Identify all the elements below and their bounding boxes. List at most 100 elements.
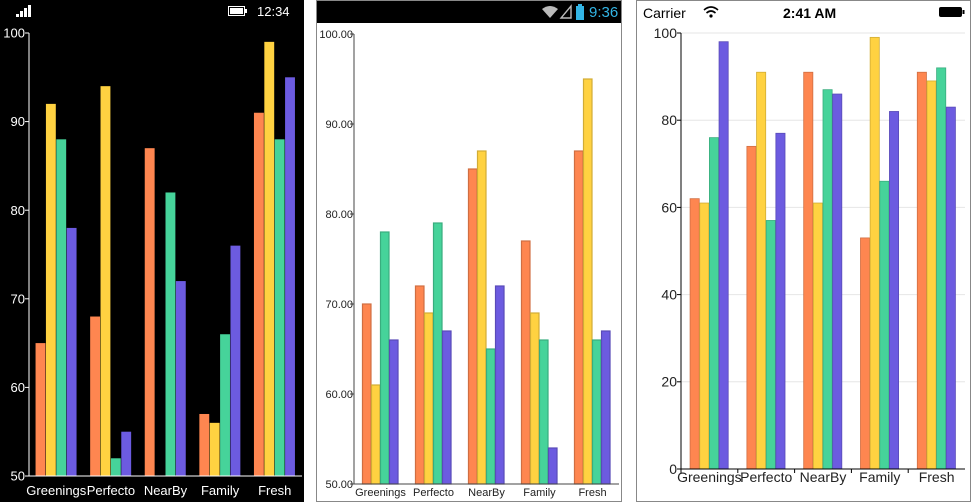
bar-chart: 50 60 70 80 90 100 Greenings Perfecto NearBy Fami… (3, 26, 302, 498)
x-tick-label: Perfecto (87, 483, 135, 498)
x-tick-label: Greenings (355, 487, 406, 499)
bar-nearby-s3 (822, 89, 833, 470)
x-tick-label: NearBy (144, 483, 188, 498)
y-tick-label: 60 (661, 199, 677, 215)
x-tick-label: Fresh (258, 483, 291, 498)
bar-greenings-s1 (361, 303, 372, 485)
bar-fresh-s1 (573, 150, 584, 485)
bar-family-s2 (529, 312, 540, 485)
bar-perfecto-s2 (423, 312, 434, 485)
x-tick-label: Greenings (26, 483, 86, 498)
bar-nearby-s3 (485, 348, 496, 485)
bar-nearby-s2 (812, 202, 823, 470)
bar-nearby-s1 (803, 71, 814, 470)
x-tick-label: Perfecto (413, 487, 454, 499)
status-bar: 9:36 (317, 1, 621, 23)
bar-nearby-s4 (175, 281, 186, 476)
y-tick-label: 40 (661, 287, 677, 303)
status-time: 2:41 AM (783, 5, 837, 21)
bar-family-s3 (879, 180, 890, 470)
bar-perfecto-s1 (746, 145, 757, 470)
battery-icon (576, 4, 584, 20)
no-sim-icon (559, 4, 572, 19)
bar-fresh-s1 (253, 112, 264, 477)
bar-nearby-s4 (494, 285, 505, 485)
y-tick-label: 60 (11, 380, 25, 395)
bar-family-s2 (869, 36, 880, 470)
bar-greenings-s3 (379, 231, 390, 485)
bar-nearby-s4 (832, 93, 843, 470)
y-tick-label: 0 (669, 461, 677, 477)
bar-nearby-s3 (165, 192, 176, 477)
ios-screen: Carrier 2:41 AM 0 20 40 60 80 100 Greenings Per… (636, 0, 971, 502)
bar-family-s1 (860, 237, 871, 470)
y-tick-label: 90.00 (325, 119, 353, 131)
bar-greenings-s3 (56, 139, 67, 476)
battery-icon (228, 6, 248, 16)
bar-perfecto-s1 (90, 316, 101, 476)
bar-family-s1 (520, 240, 531, 485)
y-tick-label: 80 (661, 112, 677, 128)
wifi-icon (703, 6, 719, 18)
x-tick-label: Family (859, 469, 900, 485)
y-tick-label: 80.00 (325, 209, 353, 221)
windows-phone-screen: 12:34 50 60 70 80 90 100 Greenings Perfecto Near… (0, 0, 304, 502)
bar-family-s4 (889, 111, 900, 470)
y-tick-label: 70 (11, 291, 25, 306)
y-tick-label: 60.00 (325, 389, 353, 401)
bar-greenings-s1 (35, 343, 46, 476)
bar-fresh-s3 (274, 139, 285, 476)
x-tick-label: Greenings (677, 469, 742, 485)
bar-nearby-s1 (467, 168, 478, 485)
bar-greenings-s3 (709, 137, 719, 470)
bar-greenings-s4 (388, 339, 399, 485)
bar-perfecto-s4 (441, 330, 452, 485)
bar-perfecto-s2 (100, 86, 111, 476)
y-tick-label: 100 (3, 26, 25, 41)
bar-greenings-s4 (718, 41, 729, 470)
bar-fresh-s3 (591, 339, 602, 485)
bar-perfecto-s2 (756, 71, 767, 470)
bar-perfecto-s4 (121, 431, 132, 476)
y-tick-label: 70.00 (325, 299, 353, 311)
bar-fresh-s2 (582, 78, 593, 485)
bar-chart: 50.00 60.00 70.00 80.00 90.00 100.00 Greenings… (319, 29, 619, 499)
bar-perfecto-s3 (432, 222, 443, 485)
y-tick-label: 90 (11, 114, 25, 129)
bar-fresh-s4 (285, 77, 295, 477)
bar-family-s4 (230, 245, 241, 476)
bar-greenings-s2 (370, 384, 381, 485)
signal-bars-icon (16, 5, 34, 17)
y-tick-label: 100.00 (319, 29, 353, 41)
status-time: 12:34 (257, 4, 290, 19)
status-time: 9:36 (589, 4, 619, 21)
bar-greenings-s4 (66, 227, 77, 476)
bar-fresh-s4 (945, 106, 956, 470)
y-tick-label: 100 (654, 25, 678, 41)
x-tick-label: Fresh (919, 469, 955, 485)
wifi-icon (542, 5, 558, 19)
carrier-label: Carrier (643, 5, 686, 21)
bar-greenings-s2 (45, 103, 56, 476)
bar-fresh-s3 (936, 67, 947, 470)
bar-perfecto-s3 (765, 220, 776, 470)
bar-fresh-s4 (600, 330, 611, 485)
bar-family-s4 (547, 447, 558, 485)
status-bar: 12:34 (0, 0, 304, 22)
y-tick-label: 20 (661, 374, 677, 390)
bar-fresh-s2 (264, 41, 275, 477)
bar-perfecto-s4 (775, 132, 786, 470)
x-tick-label: Perfecto (740, 469, 792, 485)
y-tick-label: 80 (11, 203, 25, 218)
bar-perfecto-s1 (414, 285, 425, 485)
bar-greenings-s2 (699, 202, 710, 470)
bar-fresh-s1 (916, 71, 927, 470)
android-screen: 9:36 50.00 60.00 70.00 80.00 90.00 100.00 Gree… (316, 0, 622, 502)
status-bar: Carrier 2:41 AM (637, 1, 970, 23)
x-tick-label: NearBy (468, 487, 505, 499)
bar-nearby-s2 (476, 150, 487, 485)
bar-family-s3 (538, 339, 549, 485)
x-tick-label: Fresh (578, 487, 606, 499)
bar-family-s3 (220, 334, 230, 476)
